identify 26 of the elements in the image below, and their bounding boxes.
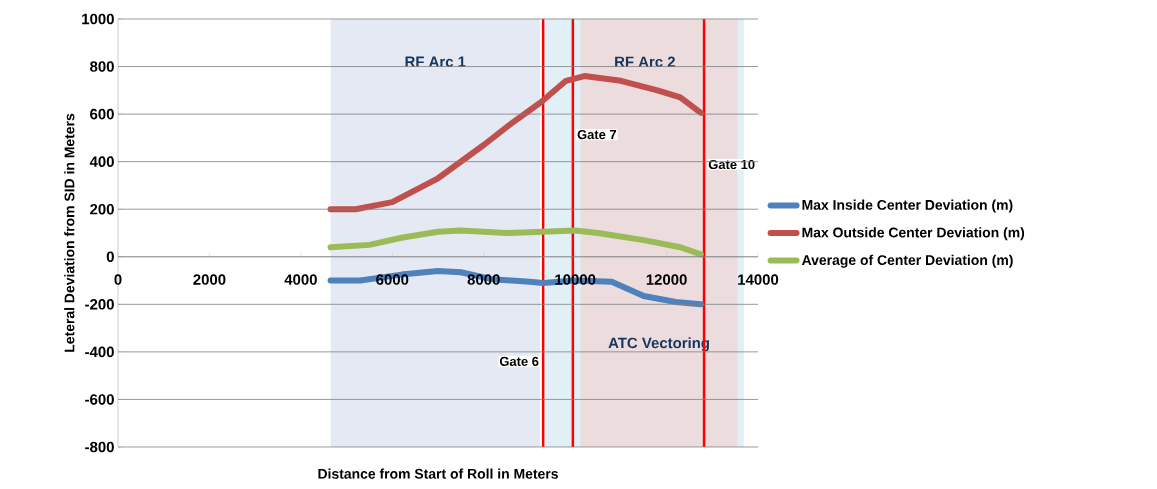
y-tick-label: -600 [85, 394, 114, 405]
x-tick-label: 12000 [646, 274, 687, 285]
y-tick-label: 400 [89, 156, 114, 167]
x-axis-title: Distance from Start of Roll in Meters [318, 468, 558, 479]
y-tick-label: 1000 [82, 13, 114, 25]
legend-label: Average of Center Deviation (m) [801, 254, 1013, 268]
ref-line-label: Gate 10 [708, 159, 755, 170]
x-tick-label: 8000 [467, 274, 500, 285]
legend-label: Max Inside Center Deviation (m) [802, 199, 1013, 213]
y-axis-title: Leteral Deviation from SID in Meters [64, 113, 75, 352]
legend-label: Max Outside Center Deviation (m) [802, 227, 1025, 241]
ref-line-label: Gate 7 [577, 129, 617, 140]
y-tick-label: 600 [90, 108, 114, 120]
y-tick-label: 200 [90, 203, 114, 215]
x-tick-label: 2000 [193, 274, 226, 285]
ref-line-label: Gate 6 [499, 356, 539, 366]
x-tick-label: 0 [114, 274, 122, 285]
y-tick-label: -400 [85, 346, 114, 358]
y-tick-label: -200 [85, 299, 114, 310]
x-tick-label: 14000 [738, 274, 779, 285]
x-tick-label: 4000 [284, 274, 317, 285]
band-label: RF Arc 1 [405, 56, 466, 67]
y-tick-label: 0 [106, 251, 114, 263]
band-label: RF Arc 2 [615, 56, 675, 68]
y-tick-label: -800 [85, 441, 114, 453]
y-tick-label: 800 [90, 61, 114, 72]
